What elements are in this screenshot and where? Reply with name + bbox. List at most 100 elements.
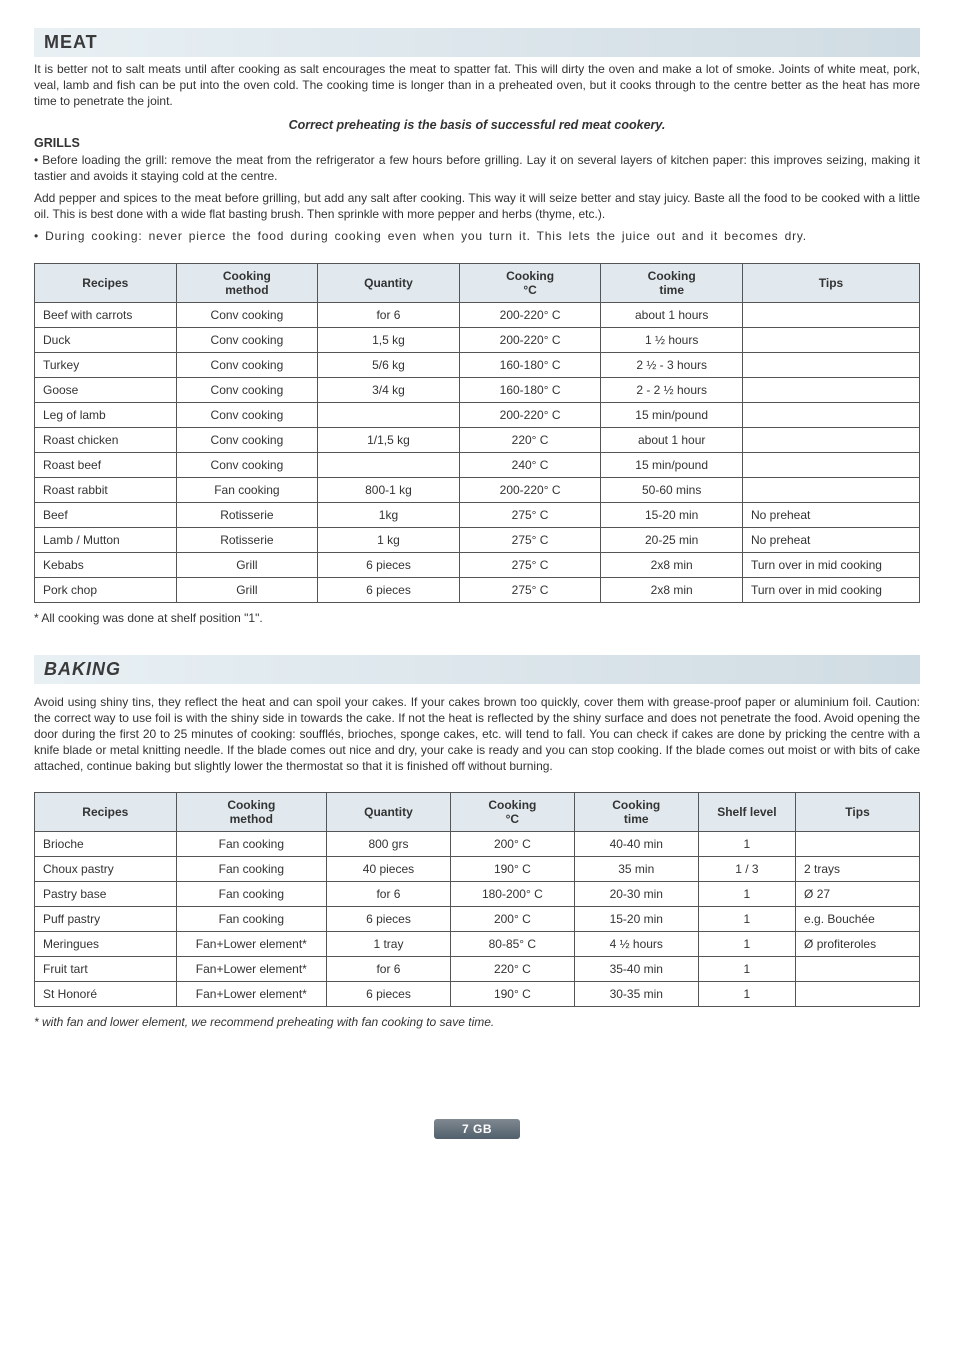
table-cell: 1 [698, 957, 795, 982]
table-cell: 1,5 kg [318, 327, 460, 352]
table-cell: 15 min/pound [601, 452, 743, 477]
table-cell: 275° C [459, 502, 601, 527]
table-cell: 800 grs [327, 832, 451, 857]
table-cell: 200-220° C [459, 477, 601, 502]
table-cell: 1 [698, 932, 795, 957]
table-row: Roast rabbitFan cooking800-1 kg200-220° … [35, 477, 920, 502]
table-cell: 20-25 min [601, 527, 743, 552]
table-cell: Duck [35, 327, 177, 352]
table-header: Tips [796, 793, 920, 832]
meat-footnote: * All cooking was done at shelf position… [34, 611, 920, 625]
table-cell: Lamb / Mutton [35, 527, 177, 552]
table-header: Cookingmethod [176, 793, 326, 832]
table-cell: 4 ½ hours [574, 932, 698, 957]
page-footer: 7 GB [34, 1119, 920, 1139]
table-cell: 15-20 min [601, 502, 743, 527]
table-row: Roast beefConv cooking240° C15 min/pound [35, 452, 920, 477]
table-cell: Fan+Lower element* [176, 932, 326, 957]
table-cell: 2 - 2 ½ hours [601, 377, 743, 402]
table-cell: for 6 [327, 957, 451, 982]
table-cell: Conv cooking [176, 352, 318, 377]
table-row: Beef with carrotsConv cookingfor 6200-22… [35, 302, 920, 327]
section-heading-meat: MEAT [34, 28, 920, 57]
table-cell: Fan cooking [176, 907, 326, 932]
table-cell: e.g. Bouchée [796, 907, 920, 932]
table-row: DuckConv cooking1,5 kg200-220° C1 ½ hour… [35, 327, 920, 352]
table-cell: Fan cooking [176, 477, 318, 502]
table-header: Cookingtime [601, 263, 743, 302]
table-cell: Brioche [35, 832, 177, 857]
meat-bullet-2: • During cooking: never pierce the food … [34, 228, 920, 244]
table-cell: 15-20 min [574, 907, 698, 932]
table-cell: Beef with carrots [35, 302, 177, 327]
table-cell: Conv cooking [176, 327, 318, 352]
table-cell: Pork chop [35, 577, 177, 602]
table-row: TurkeyConv cooking5/6 kg160-180° C2 ½ - … [35, 352, 920, 377]
table-cell: Fan cooking [176, 857, 326, 882]
table-cell: 2 trays [796, 857, 920, 882]
table-cell: 6 pieces [318, 552, 460, 577]
table-header: Cooking°C [459, 263, 601, 302]
table-cell: Fan+Lower element* [176, 982, 326, 1007]
table-cell: 1kg [318, 502, 460, 527]
table-cell: 30-35 min [574, 982, 698, 1007]
table-cell: 40 pieces [327, 857, 451, 882]
table-cell: Roast beef [35, 452, 177, 477]
table-cell [742, 452, 919, 477]
grills-subheading: GRILLS [34, 136, 920, 150]
table-cell: Turn over in mid cooking [742, 552, 919, 577]
table-cell: Turn over in mid cooking [742, 577, 919, 602]
table-cell: 275° C [459, 527, 601, 552]
table-cell: Ø 27 [796, 882, 920, 907]
table-cell: 1 [698, 882, 795, 907]
table-cell: Rotisserie [176, 502, 318, 527]
table-header: Quantity [327, 793, 451, 832]
table-cell: about 1 hour [601, 427, 743, 452]
table-cell: 20-30 min [574, 882, 698, 907]
table-cell: 1 [698, 982, 795, 1007]
table-cell [796, 982, 920, 1007]
table-cell: Turkey [35, 352, 177, 377]
table-cell [318, 452, 460, 477]
table-cell: Grill [176, 577, 318, 602]
table-cell: 180-200° C [450, 882, 574, 907]
table-cell [742, 377, 919, 402]
table-row: Roast chickenConv cooking1/1,5 kg220° Ca… [35, 427, 920, 452]
table-cell: 200° C [450, 907, 574, 932]
table-cell: for 6 [318, 302, 460, 327]
table-cell: 190° C [450, 982, 574, 1007]
table-cell: Grill [176, 552, 318, 577]
table-cell: 50-60 mins [601, 477, 743, 502]
table-cell: 5/6 kg [318, 352, 460, 377]
table-row: Choux pastryFan cooking40 pieces190° C35… [35, 857, 920, 882]
table-cell: Meringues [35, 932, 177, 957]
table-cell [742, 327, 919, 352]
table-cell: Kebabs [35, 552, 177, 577]
table-row: St HonoréFan+Lower element*6 pieces190° … [35, 982, 920, 1007]
table-cell [742, 402, 919, 427]
table-cell: 220° C [459, 427, 601, 452]
table-cell: 80-85° C [450, 932, 574, 957]
meat-intro: It is better not to salt meats until aft… [34, 61, 920, 110]
table-cell: 1 ½ hours [601, 327, 743, 352]
table-cell: 40-40 min [574, 832, 698, 857]
table-header: Recipes [35, 263, 177, 302]
meat-table: RecipesCookingmethodQuantityCooking°CCoo… [34, 263, 920, 603]
table-cell: 1 kg [318, 527, 460, 552]
table-row: BeefRotisserie1kg275° C15-20 minNo prehe… [35, 502, 920, 527]
table-row: BriocheFan cooking800 grs200° C40-40 min… [35, 832, 920, 857]
table-cell: 15 min/pound [601, 402, 743, 427]
table-cell: St Honoré [35, 982, 177, 1007]
table-header: Shelf level [698, 793, 795, 832]
table-cell: 2x8 min [601, 552, 743, 577]
table-cell: 220° C [450, 957, 574, 982]
table-cell: 35 min [574, 857, 698, 882]
meat-bullet-1b: Add pepper and spices to the meat before… [34, 190, 920, 222]
table-row: Fruit tartFan+Lower element*for 6220° C3… [35, 957, 920, 982]
table-cell: about 1 hours [601, 302, 743, 327]
table-cell: Fan+Lower element* [176, 957, 326, 982]
table-row: KebabsGrill6 pieces275° C2x8 minTurn ove… [35, 552, 920, 577]
table-cell [742, 427, 919, 452]
table-cell: 200-220° C [459, 327, 601, 352]
table-row: Pastry baseFan cookingfor 6180-200° C20-… [35, 882, 920, 907]
